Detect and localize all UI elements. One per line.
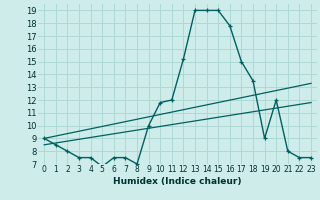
X-axis label: Humidex (Indice chaleur): Humidex (Indice chaleur) [113,177,242,186]
